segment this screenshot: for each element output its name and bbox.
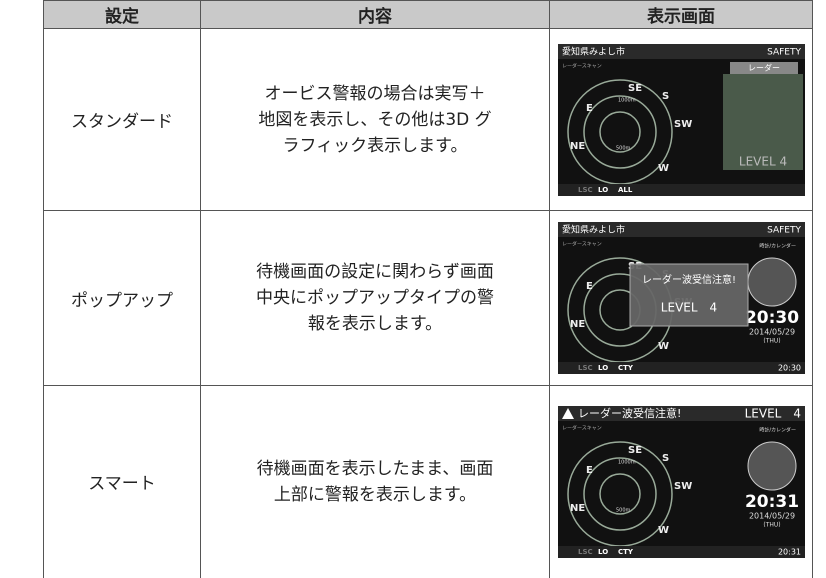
- bottom-item: CTY: [618, 364, 634, 372]
- clock-face: [747, 441, 796, 491]
- compass-label: E: [586, 103, 593, 114]
- bottom-bar: [557, 183, 805, 196]
- sub-label: 時計/カレンダー: [759, 426, 796, 433]
- setting-cell: スタンダード: [43, 28, 201, 211]
- screen-cell: レーダー波受信注意! LEVEL 4 レーダースキャン 時計/カレンダー SE E S SW N…: [549, 385, 813, 578]
- photo-area: [722, 73, 803, 170]
- top-right-text: LEVEL 4: [744, 406, 800, 420]
- top-bar: [557, 43, 805, 59]
- day-text: (THU): [763, 338, 780, 345]
- day-text: (THU): [763, 521, 780, 528]
- content-cell: 待機画面の設定に関わらず画面 中央にポップアップタイプの警 報を表示します。: [200, 210, 550, 386]
- device-screen: レーダー波受信注意! LEVEL 4 レーダースキャン 時計/カレンダー SE E S SW N…: [557, 405, 805, 558]
- content-line: 上部に警報を表示します。: [273, 484, 477, 505]
- bottom-item: LSC: [578, 548, 593, 556]
- compass-label: NE: [570, 141, 585, 152]
- badge: [729, 61, 798, 74]
- compass-label: W: [658, 525, 669, 536]
- setting-cell: スマート: [43, 385, 201, 578]
- content-line: ラフィック表示します。: [282, 135, 468, 156]
- sub-label: レーダースキャン: [562, 424, 602, 431]
- radar-ring: [598, 473, 641, 515]
- top-bar: [557, 405, 805, 421]
- content-line: オービス警報の場合は実写＋: [264, 83, 486, 104]
- setting-cell: ポップアップ: [43, 210, 201, 386]
- content-line: 地図を表示し、その他は3D グ: [258, 109, 492, 130]
- compass-label: NE: [570, 503, 585, 514]
- distance-label: 500m: [616, 507, 631, 513]
- table-row: ポップアップ 待機画面の設定に関わらず画面 中央にポップアップタイプの警 報を表示しま…: [43, 210, 813, 386]
- compass-label: NE: [570, 319, 585, 330]
- top-right-text: SAFETY: [767, 226, 801, 236]
- bottom-item: LO: [598, 364, 608, 372]
- time-text: 20:31: [744, 492, 798, 512]
- badge-text: レーダー: [748, 62, 780, 72]
- distance-label: 500m: [616, 145, 631, 151]
- top-right-text: SAFETY: [767, 47, 801, 57]
- content-line: 待機画面の設定に関わらず画面: [256, 262, 494, 282]
- bottom-item: ALL: [618, 186, 633, 194]
- compass-label: SW: [674, 119, 692, 130]
- top-bar: [557, 222, 805, 237]
- alert-icon: [561, 407, 574, 419]
- time-text: 20:30: [744, 308, 798, 328]
- compass-label: W: [658, 163, 669, 174]
- sub-label: レーダースキャン: [562, 241, 602, 248]
- distance-label: 1000m: [618, 97, 636, 103]
- sub-label: レーダースキャン: [562, 62, 602, 69]
- location-text: 愛知県みよし市: [562, 224, 625, 236]
- bottom-item: LO: [598, 548, 608, 556]
- bottom-bar: [557, 545, 805, 558]
- screen-cell: 愛知県みよし市SAFETYレーダースキャン時計/カレンダーSEESSWNEW20…: [549, 210, 813, 386]
- compass-label: S: [662, 453, 669, 464]
- radar-ring: [598, 110, 641, 153]
- content-line: 待機画面を表示したまま、画面: [256, 458, 494, 479]
- compass-label: S: [662, 91, 669, 102]
- date-text: 2014/05/29: [748, 328, 794, 337]
- bottom-item: LO: [598, 186, 608, 194]
- compass-label: SE: [628, 445, 642, 456]
- radar-ring: [582, 94, 657, 169]
- content-cell: オービス警報の場合は実写＋ 地図を表示し、その他は3D グラフィック表示します。: [200, 28, 550, 211]
- table-row: スマート 待機画面を表示したまま、画面 上部に警報を表示します。 レーダー波受信注意!…: [43, 385, 813, 578]
- bottom-bar: [557, 362, 805, 374]
- bottom-item: CTY: [618, 548, 634, 556]
- popup-level: LEVEL 4: [660, 301, 716, 315]
- level-text: LEVEL 4: [738, 154, 786, 168]
- device-screen: 愛知県みよし市SAFETYレーダースキャン時計/カレンダーSEESSWNEW20…: [557, 222, 805, 374]
- clock-face: [747, 257, 796, 307]
- content-line: 中央にポップアップタイプの警: [256, 288, 494, 308]
- screen-cell: 愛知県みよし市 SAFETY レーダースキャン SE E S SW NE W 1000m 500m レ…: [549, 28, 813, 211]
- compass-label: SW: [674, 481, 692, 492]
- device-screen: 愛知県みよし市 SAFETY レーダースキャン SE E S SW NE W 1000m 500m レ…: [557, 43, 805, 196]
- sub-label: 時計/カレンダー: [759, 243, 796, 250]
- location-text: 愛知県みよし市: [562, 45, 625, 57]
- content-cell: 待機画面を表示したまま、画面 上部に警報を表示します。: [200, 385, 550, 578]
- header-row: 設定 内容 表示画面: [43, 0, 813, 29]
- compass-label: W: [658, 341, 669, 352]
- bottom-time: 20:31: [777, 547, 800, 556]
- bottom-time: 20:30: [777, 364, 800, 373]
- table-row: スタンダード オービス警報の場合は実写＋ 地図を表示し、その他は3D グラフィック表…: [43, 28, 813, 211]
- radar-ring: [582, 457, 657, 531]
- popup-text: レーダー波受信注意!: [641, 273, 735, 286]
- content-line: 報を表示します。: [307, 314, 443, 334]
- compass-label: E: [586, 465, 593, 476]
- alert-text: レーダー波受信注意!: [578, 406, 681, 420]
- bottom-item: LSC: [578, 364, 593, 372]
- popup-box: [629, 263, 748, 327]
- header-cell: 設定: [43, 0, 201, 29]
- table-body: スタンダード オービス警報の場合は実写＋ 地図を表示し、その他は3D グラフィック表…: [43, 28, 813, 578]
- settings-table: 設定 内容 表示画面 スタンダード オービス警報の場合は実写＋ 地図を表示し、その他…: [43, 0, 813, 578]
- compass-label: SE: [628, 83, 642, 94]
- header-cell: 内容: [200, 0, 550, 29]
- date-text: 2014/05/29: [748, 511, 794, 520]
- distance-label: 1000m: [618, 459, 636, 465]
- header-cell: 表示画面: [549, 0, 813, 29]
- compass-label: E: [586, 281, 593, 292]
- bottom-item: LSC: [578, 186, 593, 194]
